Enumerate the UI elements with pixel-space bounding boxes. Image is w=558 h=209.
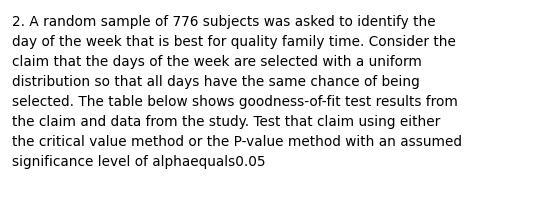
Text: 2. A random sample of 776 subjects was asked to identify the
day of the week tha: 2. A random sample of 776 subjects was a…: [12, 15, 462, 169]
